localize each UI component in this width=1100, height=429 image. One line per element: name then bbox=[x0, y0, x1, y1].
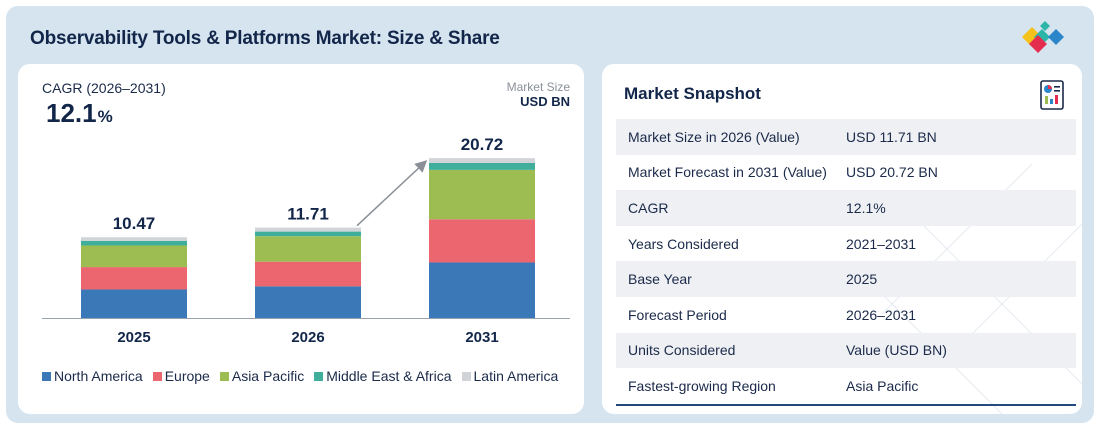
legend-swatch bbox=[42, 371, 51, 381]
growth-arrow bbox=[356, 160, 428, 227]
bar-segment-latin-america-2025 bbox=[81, 237, 187, 241]
snapshot-key: Forecast Period bbox=[628, 306, 727, 323]
legend-swatch bbox=[314, 371, 324, 381]
cagr-value: 12.1% bbox=[46, 98, 113, 129]
snapshot-row: Base Year 2025 bbox=[616, 261, 1076, 297]
snapshot-value: 2021–2031 bbox=[846, 235, 917, 252]
report-document-icon bbox=[1040, 80, 1064, 110]
legend-swatch bbox=[152, 371, 162, 381]
snapshot-key: Market Size in 2026 (Value) bbox=[628, 128, 800, 145]
snapshot-key: CAGR bbox=[628, 199, 669, 216]
legend-item: Middle East & Africa bbox=[314, 368, 452, 384]
bar-segment-europe-2025 bbox=[81, 267, 187, 290]
legend-label: Latin America bbox=[473, 368, 559, 384]
market-size-label: Market Size bbox=[506, 80, 570, 94]
snapshot-row: Units Considered Value (USD BN) bbox=[616, 332, 1076, 369]
legend-label: Europe bbox=[164, 368, 210, 384]
bar-segment-middle-east-africa-2026 bbox=[255, 231, 361, 237]
snapshot-value: Asia Pacific bbox=[846, 377, 919, 394]
brand-logo-icon bbox=[1022, 21, 1064, 53]
bar-segment-middle-east-africa-2031 bbox=[429, 162, 535, 170]
bar-segment-asia-pacific-2026 bbox=[255, 236, 361, 262]
snapshot-value: USD 20.72 BN bbox=[846, 164, 938, 181]
bar-segment-latin-america-2026 bbox=[255, 227, 361, 232]
total-label-2026: 11.71 bbox=[287, 205, 329, 224]
total-label-2025: 10.47 bbox=[113, 214, 156, 233]
bar-segment-north-america-2026 bbox=[255, 286, 361, 318]
infographic-container: Observability Tools & Platforms Market: … bbox=[6, 6, 1094, 423]
snapshot-row: Fastest-growing Region Asia Pacific bbox=[616, 368, 1076, 404]
snapshot-title: Market Snapshot bbox=[624, 84, 761, 103]
bar-segment-latin-america-2031 bbox=[429, 158, 535, 163]
legend-item: Asia Pacific bbox=[219, 368, 305, 384]
chart-legend: North America Europe Asia Pacific Middle Ea… bbox=[42, 368, 558, 384]
snapshot-value: 12.1% bbox=[846, 199, 886, 216]
bar-segment-asia-pacific-2025 bbox=[81, 245, 187, 268]
legend-label: North America bbox=[54, 368, 143, 384]
snapshot-key: Fastest-growing Region bbox=[628, 377, 776, 394]
legend-swatch bbox=[461, 371, 471, 381]
legend-swatch bbox=[219, 371, 229, 381]
bar-segment-europe-2031 bbox=[429, 219, 535, 263]
bar-segment-europe-2026 bbox=[255, 261, 361, 287]
cagr-label: CAGR (2026–2031) bbox=[42, 80, 166, 96]
snapshot-row: Market Forecast in 2031 (Value) USD 20.72… bbox=[616, 155, 1076, 191]
x-tick-label-2031: 2031 bbox=[465, 329, 498, 346]
snapshot-row: CAGR 12.1% bbox=[616, 190, 1076, 226]
legend-label: Middle East & Africa bbox=[326, 368, 452, 384]
market-size-unit: USD BN bbox=[520, 94, 570, 109]
snapshot-row: Market Size in 2026 (Value) USD 11.71 BN bbox=[616, 119, 1076, 155]
stacked-bar-chart: 10.47 2025 11.71 2026 20.72 2031 bbox=[42, 135, 570, 346]
bar-segment-middle-east-africa-2025 bbox=[81, 240, 187, 246]
legend-item: Europe bbox=[152, 368, 210, 384]
bar-segment-north-america-2031 bbox=[429, 262, 535, 318]
chart-panel: CAGR (2026–2031) 12.1% Market Size USD B… bbox=[18, 64, 584, 414]
snapshot-value: USD 11.71 BN bbox=[846, 128, 937, 145]
snapshot-panel: Market Snapshot Market Size in 2026 (Val… bbox=[602, 64, 1082, 414]
cagr-number: 12.1 bbox=[46, 98, 97, 128]
x-tick-label-2025: 2025 bbox=[117, 329, 150, 346]
snapshot-row: Years Considered 2021–2031 bbox=[616, 226, 1076, 262]
snapshot-value: 2026–2031 bbox=[846, 306, 917, 323]
total-label-2031: 20.72 bbox=[461, 135, 504, 154]
legend-item: North America bbox=[42, 368, 143, 384]
snapshot-key: Market Forecast in 2031 (Value) bbox=[628, 164, 827, 181]
cagr-unit: % bbox=[97, 107, 113, 126]
snapshot-value: 2025 bbox=[846, 271, 878, 288]
snapshot-bottom-rule bbox=[616, 404, 1076, 406]
snapshot-key: Years Considered bbox=[628, 235, 739, 252]
bar-segment-asia-pacific-2031 bbox=[429, 169, 535, 220]
snapshot-row: Forecast Period 2026–2031 bbox=[616, 297, 1076, 333]
snapshot-table: Market Size in 2026 (Value) USD 11.71 BN M… bbox=[616, 119, 1076, 404]
x-tick-label-2026: 2026 bbox=[291, 329, 324, 346]
snapshot-key: Base Year bbox=[628, 271, 692, 288]
page-title: Observability Tools & Platforms Market: … bbox=[30, 28, 500, 49]
legend-item: Latin America bbox=[461, 368, 559, 384]
snapshot-key: Units Considered bbox=[628, 342, 736, 359]
snapshot-value: Value (USD BN) bbox=[846, 342, 947, 359]
bar-segment-north-america-2025 bbox=[81, 289, 187, 318]
legend-label: Asia Pacific bbox=[231, 368, 305, 384]
